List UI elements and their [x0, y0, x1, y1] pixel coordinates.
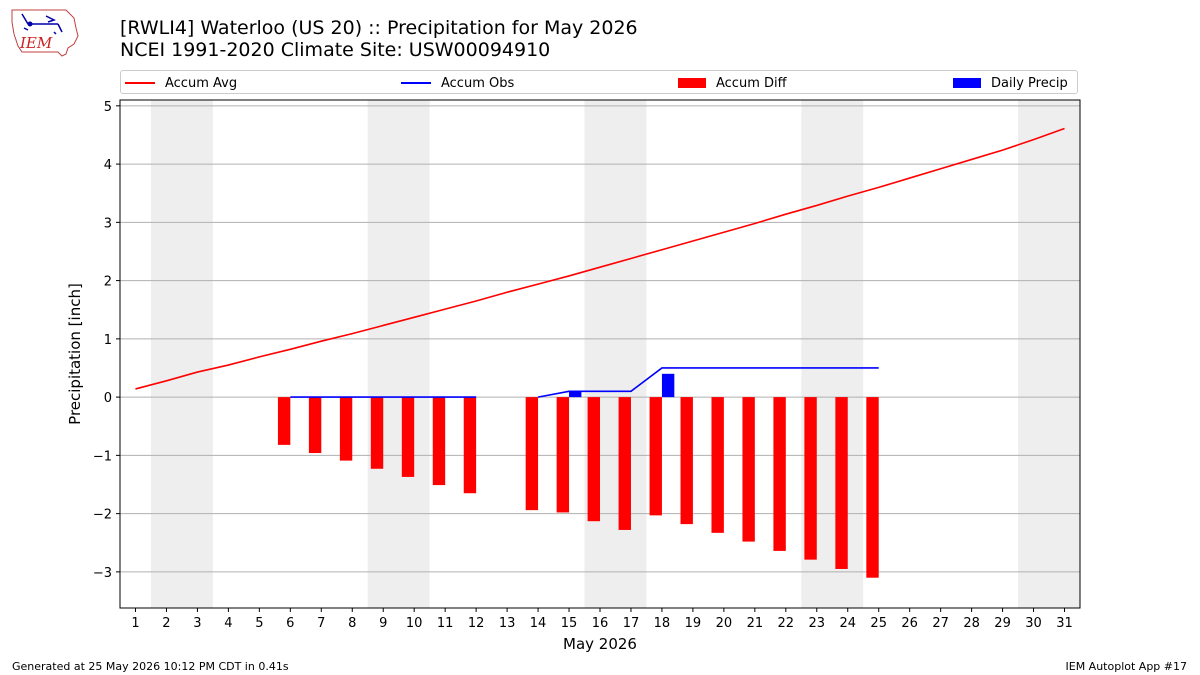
- weekend-shade-0: [150, 100, 213, 608]
- x-tick-label-28: 28: [963, 616, 980, 631]
- x-tick-label-16: 16: [592, 616, 609, 631]
- x-tick-label-18: 18: [654, 616, 671, 631]
- y-tick-label-5: 5: [104, 100, 112, 115]
- station-dot-icon: [27, 21, 33, 27]
- y-tick-label-1: 1: [104, 333, 112, 348]
- legend-item-daily-precip: Daily Precip: [953, 73, 1068, 93]
- x-tick-label-2: 2: [162, 616, 170, 631]
- generated-note: Generated at 25 May 2026 10:12 PM CDT in…: [12, 660, 289, 673]
- legend-swatch-daily-precip: [953, 78, 981, 88]
- diff-bar-day-17: [618, 397, 631, 530]
- diff-bar-day-14: [525, 397, 539, 511]
- diff-bar-day-22: [773, 397, 786, 551]
- y-tick-label-2: 2: [104, 275, 112, 290]
- x-tick-label-11: 11: [437, 616, 454, 631]
- diff-bar-day-18: [649, 397, 662, 516]
- iowa-outline-icon: [11, 9, 79, 57]
- chart-title: [RWLI4] Waterloo (US 20) :: Precipitatio…: [120, 17, 638, 39]
- legend-swatch-accum-obs: [401, 82, 431, 84]
- y-axis-label: Precipitation [inch]: [66, 283, 84, 425]
- legend-item-accum-avg: Accum Avg: [125, 73, 237, 93]
- x-tick-label-17: 17: [623, 616, 640, 631]
- iem-logo: IEM: [11, 9, 79, 57]
- diff-bar-day-20: [711, 397, 724, 533]
- x-tick-label-22: 22: [778, 616, 795, 631]
- diff-bar-day-21: [742, 397, 755, 542]
- y-tick-label-0: 0: [104, 391, 112, 406]
- x-tick-label-9: 9: [379, 616, 387, 631]
- x-tick-label-26: 26: [901, 616, 918, 631]
- y-tick-label--3: −3: [93, 566, 112, 581]
- x-tick-label-20: 20: [716, 616, 733, 631]
- accum-avg-line: [135, 127, 1065, 390]
- legend-label-accum-diff: Accum Diff: [716, 75, 787, 91]
- x-tick-label-12: 12: [468, 616, 485, 631]
- x-tick-label-23: 23: [809, 616, 826, 631]
- chart-subtitle: NCEI 1991-2020 Climate Site: USW00094910: [120, 39, 551, 61]
- x-tick-label-10: 10: [406, 616, 423, 631]
- bars: [277, 373, 879, 578]
- legend-label-daily-precip: Daily Precip: [991, 75, 1068, 91]
- x-tick-label-1: 1: [131, 616, 139, 631]
- diff-bar-day-12: [463, 397, 477, 494]
- y-tick-label--2: −2: [93, 508, 112, 523]
- y-tick-label-3: 3: [104, 216, 112, 231]
- diff-bar-day-23: [804, 397, 817, 560]
- diff-bar-day-8: [339, 397, 353, 461]
- x-tick-label-24: 24: [839, 616, 856, 631]
- x-tick-label-27: 27: [932, 616, 949, 631]
- y-tick-label--1: −1: [93, 449, 112, 464]
- diff-bar-day-6: [277, 397, 291, 445]
- diff-bar-day-19: [680, 397, 693, 525]
- legend-item-accum-obs: Accum Obs: [401, 73, 514, 93]
- daily-precip-bar-day-18: [661, 373, 675, 398]
- x-tick-label-14: 14: [530, 616, 547, 631]
- weather-symbol-icon: [21, 13, 63, 35]
- x-tick-label-4: 4: [224, 616, 232, 631]
- chart-legend: Accum Avg Accum Obs Accum Diff Daily Pre…: [120, 70, 1078, 94]
- legend-swatch-accum-diff: [678, 78, 706, 88]
- x-tick-label-19: 19: [685, 616, 702, 631]
- diff-bar-day-24: [835, 397, 848, 569]
- diff-bar-day-16: [587, 397, 600, 522]
- x-tick-label-25: 25: [870, 616, 887, 631]
- weekend-shading: [150, 100, 1080, 608]
- x-tick-label-21: 21: [747, 616, 764, 631]
- x-axis-label: May 2026: [563, 635, 637, 653]
- diff-bar-day-15: [556, 397, 570, 513]
- diff-bar-day-25: [866, 397, 879, 578]
- x-tick-label-6: 6: [286, 616, 294, 631]
- legend-label-accum-avg: Accum Avg: [165, 75, 238, 91]
- x-tick-label-5: 5: [255, 616, 263, 631]
- series-lines: [135, 127, 1065, 398]
- x-tick-label-8: 8: [348, 616, 356, 631]
- x-tick-label-3: 3: [193, 616, 201, 631]
- weekend-shade-1: [367, 100, 430, 608]
- x-tick-label-29: 29: [994, 616, 1011, 631]
- app-note: IEM Autoplot App #17: [1065, 660, 1188, 673]
- x-tick-label-7: 7: [317, 616, 325, 631]
- diff-bar-day-7: [308, 397, 322, 454]
- diff-bar-day-9: [370, 397, 384, 469]
- x-tick-label-30: 30: [1025, 616, 1042, 631]
- legend-item-accum-diff: Accum Diff: [678, 73, 787, 93]
- x-tick-label-13: 13: [499, 616, 516, 631]
- y-tick-label-4: 4: [104, 158, 112, 173]
- legend-swatch-accum-avg: [125, 82, 155, 84]
- x-tick-label-15: 15: [561, 616, 578, 631]
- accum-obs-line-1: [537, 367, 879, 398]
- diff-bar-day-10: [401, 397, 415, 477]
- daily-precip-bar-day-15: [569, 391, 582, 398]
- legend-label-accum-obs: Accum Obs: [441, 75, 515, 91]
- weekend-shade-2: [584, 100, 647, 608]
- weekend-shade-4: [1018, 100, 1080, 608]
- axes: 1 2 3 4 5 6 7 8 9 10 11 12 13 14 15 16 17 18 19 20 21 22 23 24 2…: [93, 100, 1073, 631]
- diff-bar-day-11: [432, 397, 446, 486]
- logo-text: IEM: [19, 34, 53, 52]
- x-tick-label-31: 31: [1056, 616, 1073, 631]
